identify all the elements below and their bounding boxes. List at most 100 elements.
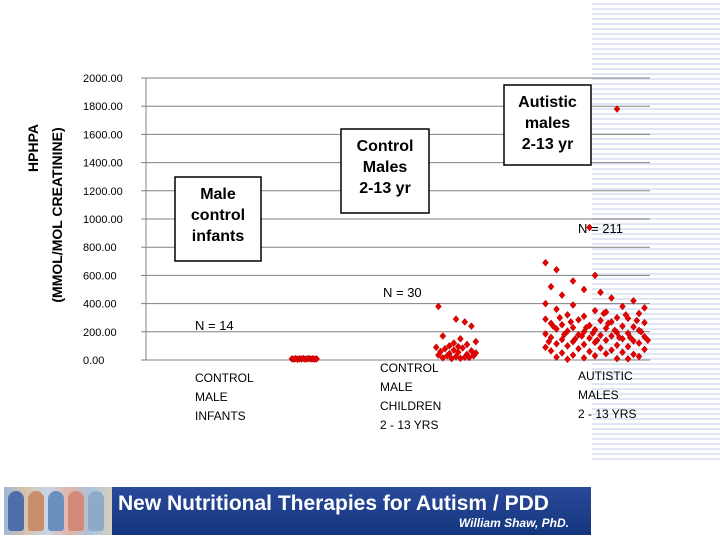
data-point xyxy=(553,339,560,348)
data-point xyxy=(597,344,604,352)
data-point xyxy=(602,349,610,358)
category-label: 2 - 13 YRS xyxy=(578,407,636,421)
data-point xyxy=(569,301,577,309)
data-point xyxy=(457,354,464,363)
banner-author: William Shaw, PhD. xyxy=(458,516,569,530)
n-label-layer: N = 14 N = 30 N = 211 xyxy=(195,221,623,333)
data-point xyxy=(435,351,442,359)
data-point xyxy=(439,332,447,340)
data-point xyxy=(589,329,597,338)
n-count-label: N = 14 xyxy=(195,318,234,333)
data-point xyxy=(571,334,579,343)
data-point xyxy=(611,326,619,335)
callout-text: males xyxy=(525,115,570,132)
data-point xyxy=(624,354,632,363)
data-point xyxy=(619,302,626,311)
data-point xyxy=(461,318,469,326)
callout-layer: Male control infants Control Males 2-13 yr Aut… xyxy=(174,84,592,262)
category-label: MALE xyxy=(195,390,228,404)
callout-box xyxy=(340,128,430,214)
data-point xyxy=(613,354,621,363)
data-point xyxy=(591,271,599,280)
y-tick-label: 200.00 xyxy=(83,327,117,339)
n-count-label: N = 30 xyxy=(383,285,422,300)
scatter-chart: 0.00 200.00 400.00 600.00 800.00 1000.00 1200.… xyxy=(25,73,652,432)
data-point xyxy=(580,312,588,321)
data-point xyxy=(597,288,604,297)
data-point xyxy=(630,296,637,305)
data-point xyxy=(564,310,571,319)
data-point xyxy=(608,346,615,355)
category-label: CONTROL xyxy=(380,361,439,375)
category-label: MALE xyxy=(380,380,413,394)
data-point xyxy=(558,335,566,344)
data-point xyxy=(468,322,475,331)
category-label-layer: CONTROL MALE INFANTS CONTROL MALE CHILDREN 2 -… xyxy=(195,361,636,432)
data-point xyxy=(604,319,612,328)
data-point xyxy=(580,340,588,349)
data-point xyxy=(441,344,449,353)
data-point xyxy=(575,315,582,324)
category-label: 2 - 13 YRS xyxy=(380,418,438,432)
data-point xyxy=(564,342,571,350)
callout-box xyxy=(503,84,592,166)
category-label: CHILDREN xyxy=(380,399,441,413)
data-point xyxy=(602,324,610,333)
data-point xyxy=(432,343,440,352)
data-point xyxy=(542,315,549,323)
photo-figure-icon xyxy=(68,491,84,531)
data-point xyxy=(542,258,549,267)
data-point xyxy=(542,330,549,338)
data-point xyxy=(641,303,648,312)
data-point xyxy=(635,309,643,318)
data-point xyxy=(619,348,626,357)
data-point xyxy=(448,354,455,363)
data-point xyxy=(608,294,615,302)
data-point xyxy=(593,336,601,345)
footer-banner: New Nutritional Therapies for Autism / P… xyxy=(0,487,595,535)
data-point xyxy=(615,333,623,342)
data-point xyxy=(547,346,555,355)
data-point xyxy=(560,330,568,339)
y-tick-label: 1400.00 xyxy=(83,158,123,170)
y-axis-title: HPHPA (MMOL/MOL CREATININE) xyxy=(25,124,65,303)
data-point xyxy=(547,282,555,291)
callout-text: Autistic xyxy=(518,94,577,111)
data-point xyxy=(613,341,621,350)
y-tick-label: 1800.00 xyxy=(83,101,123,113)
data-point xyxy=(600,309,608,318)
callout-box xyxy=(174,176,262,262)
data-point xyxy=(613,313,621,322)
data-point-layer xyxy=(288,105,652,364)
photo-figure-icon xyxy=(28,491,44,531)
y-tick-label: 600.00 xyxy=(83,270,117,282)
data-point xyxy=(586,347,593,356)
data-point xyxy=(549,322,557,331)
y-tick-label: 1600.00 xyxy=(83,129,123,141)
data-point xyxy=(586,334,593,343)
callout-text: 2-13 yr xyxy=(359,180,411,197)
data-point xyxy=(558,320,566,329)
data-point xyxy=(569,323,577,332)
callout-text: 2-13 yr xyxy=(522,136,574,153)
data-point xyxy=(454,342,462,351)
data-point xyxy=(644,336,652,345)
data-point xyxy=(597,331,604,340)
data-point xyxy=(613,105,621,113)
y-axis-title-line2: (MMOL/MOL CREATININE) xyxy=(49,127,65,302)
data-point xyxy=(580,354,588,362)
photo-figure-icon xyxy=(88,491,104,531)
data-point xyxy=(586,223,593,232)
data-point xyxy=(556,313,564,322)
data-point xyxy=(439,354,447,362)
category-label: MALES xyxy=(578,388,619,402)
data-point xyxy=(461,353,469,362)
data-point xyxy=(624,342,632,351)
data-point xyxy=(578,332,586,340)
y-tick-label: 0.00 xyxy=(83,355,104,367)
data-point xyxy=(575,344,582,353)
data-point xyxy=(637,327,645,336)
data-point xyxy=(545,337,553,346)
y-tick-label: 1000.00 xyxy=(83,214,123,226)
data-point xyxy=(608,332,615,340)
